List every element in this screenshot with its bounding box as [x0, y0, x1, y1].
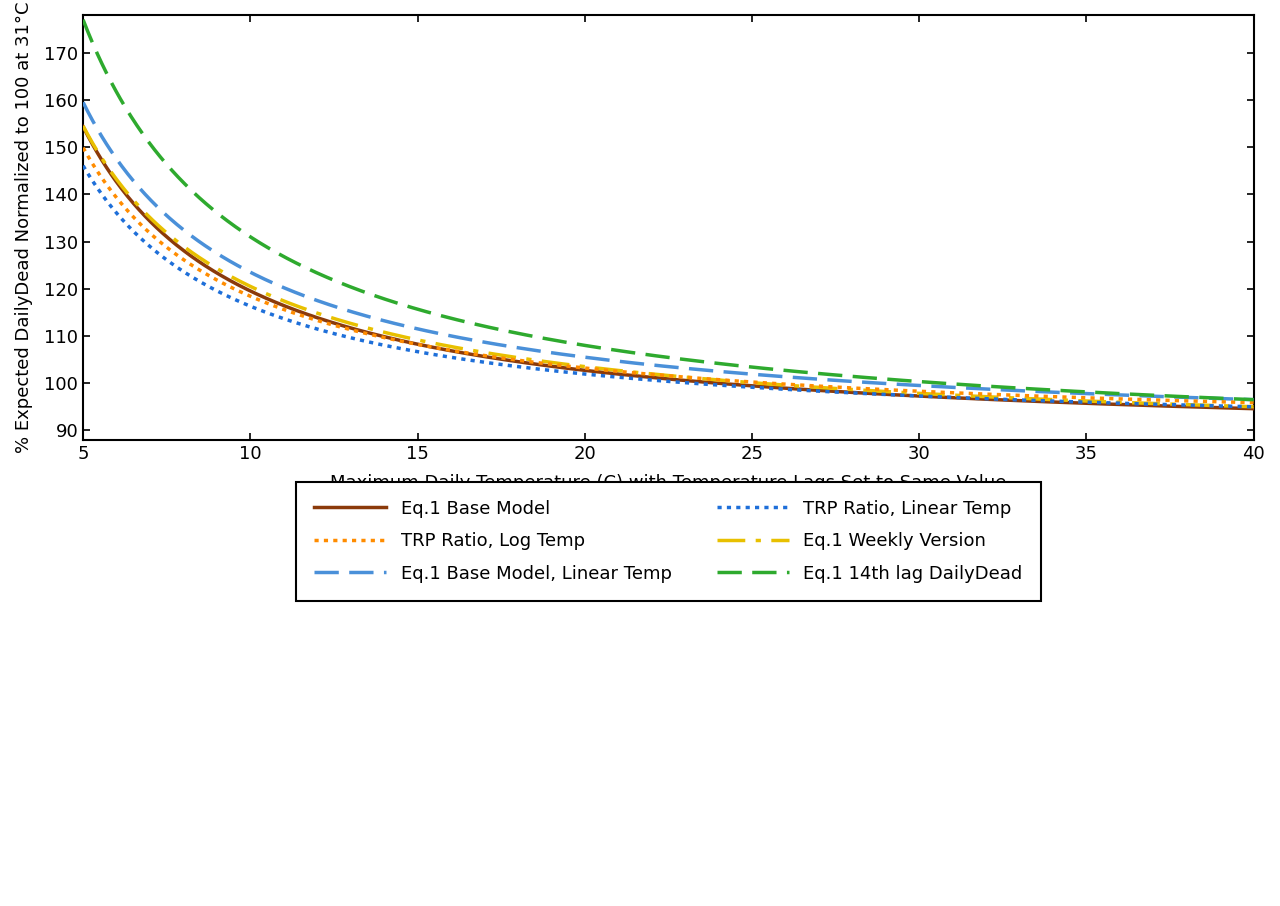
Y-axis label: % Expected DailyDead Normalized to 100 at 31°C: % Expected DailyDead Normalized to 100 a…	[15, 2, 33, 453]
X-axis label: Maximum Daily Temperature (C) with Temperature Lags Set to Same Value: Maximum Daily Temperature (C) with Tempe…	[330, 474, 1006, 492]
Legend: Eq.1 Base Model, TRP Ratio, Log Temp, Eq.1 Base Model, Linear Temp, TRP Ratio, L: Eq.1 Base Model, TRP Ratio, Log Temp, Eq…	[296, 482, 1041, 601]
